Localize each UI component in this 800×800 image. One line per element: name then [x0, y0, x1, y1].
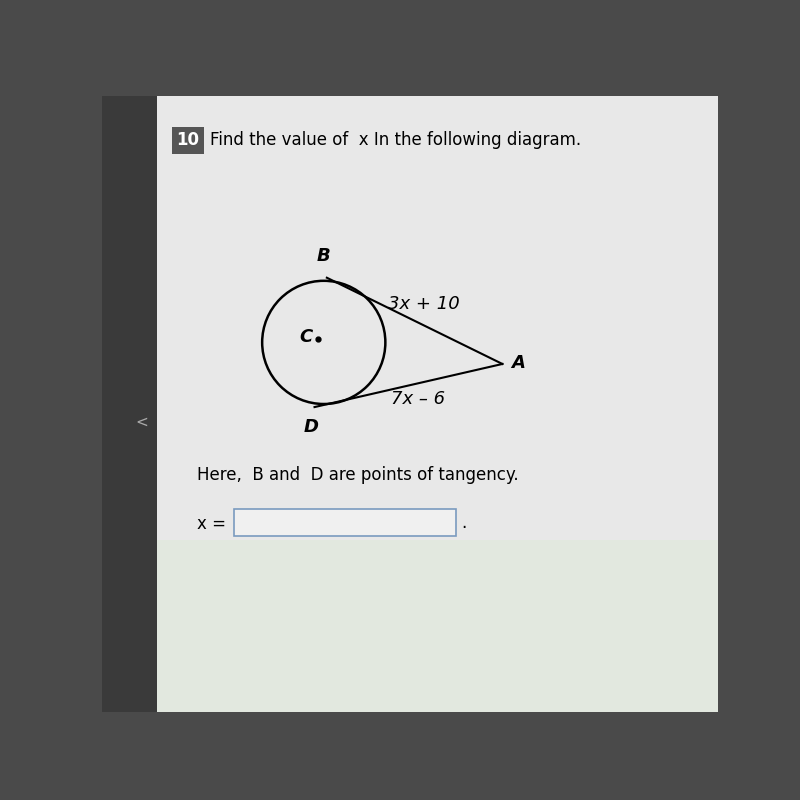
Bar — [158, 539, 718, 712]
Text: <: < — [136, 415, 149, 430]
Text: 7x – 6: 7x – 6 — [390, 390, 445, 408]
Text: .: . — [461, 514, 466, 532]
Text: Here,  B and  D are points of tangency.: Here, B and D are points of tangency. — [198, 466, 519, 484]
Text: 3x + 10: 3x + 10 — [388, 294, 460, 313]
Text: D: D — [304, 418, 319, 436]
Text: A: A — [512, 354, 526, 372]
Text: x =: x = — [198, 515, 226, 533]
Bar — [234, 510, 456, 537]
Text: B: B — [317, 247, 330, 266]
FancyBboxPatch shape — [172, 126, 204, 154]
Text: 10: 10 — [176, 131, 199, 150]
Text: Find the value of  x In the following diagram.: Find the value of x In the following dia… — [210, 131, 581, 150]
Text: C: C — [299, 329, 313, 346]
Bar — [102, 96, 158, 712]
